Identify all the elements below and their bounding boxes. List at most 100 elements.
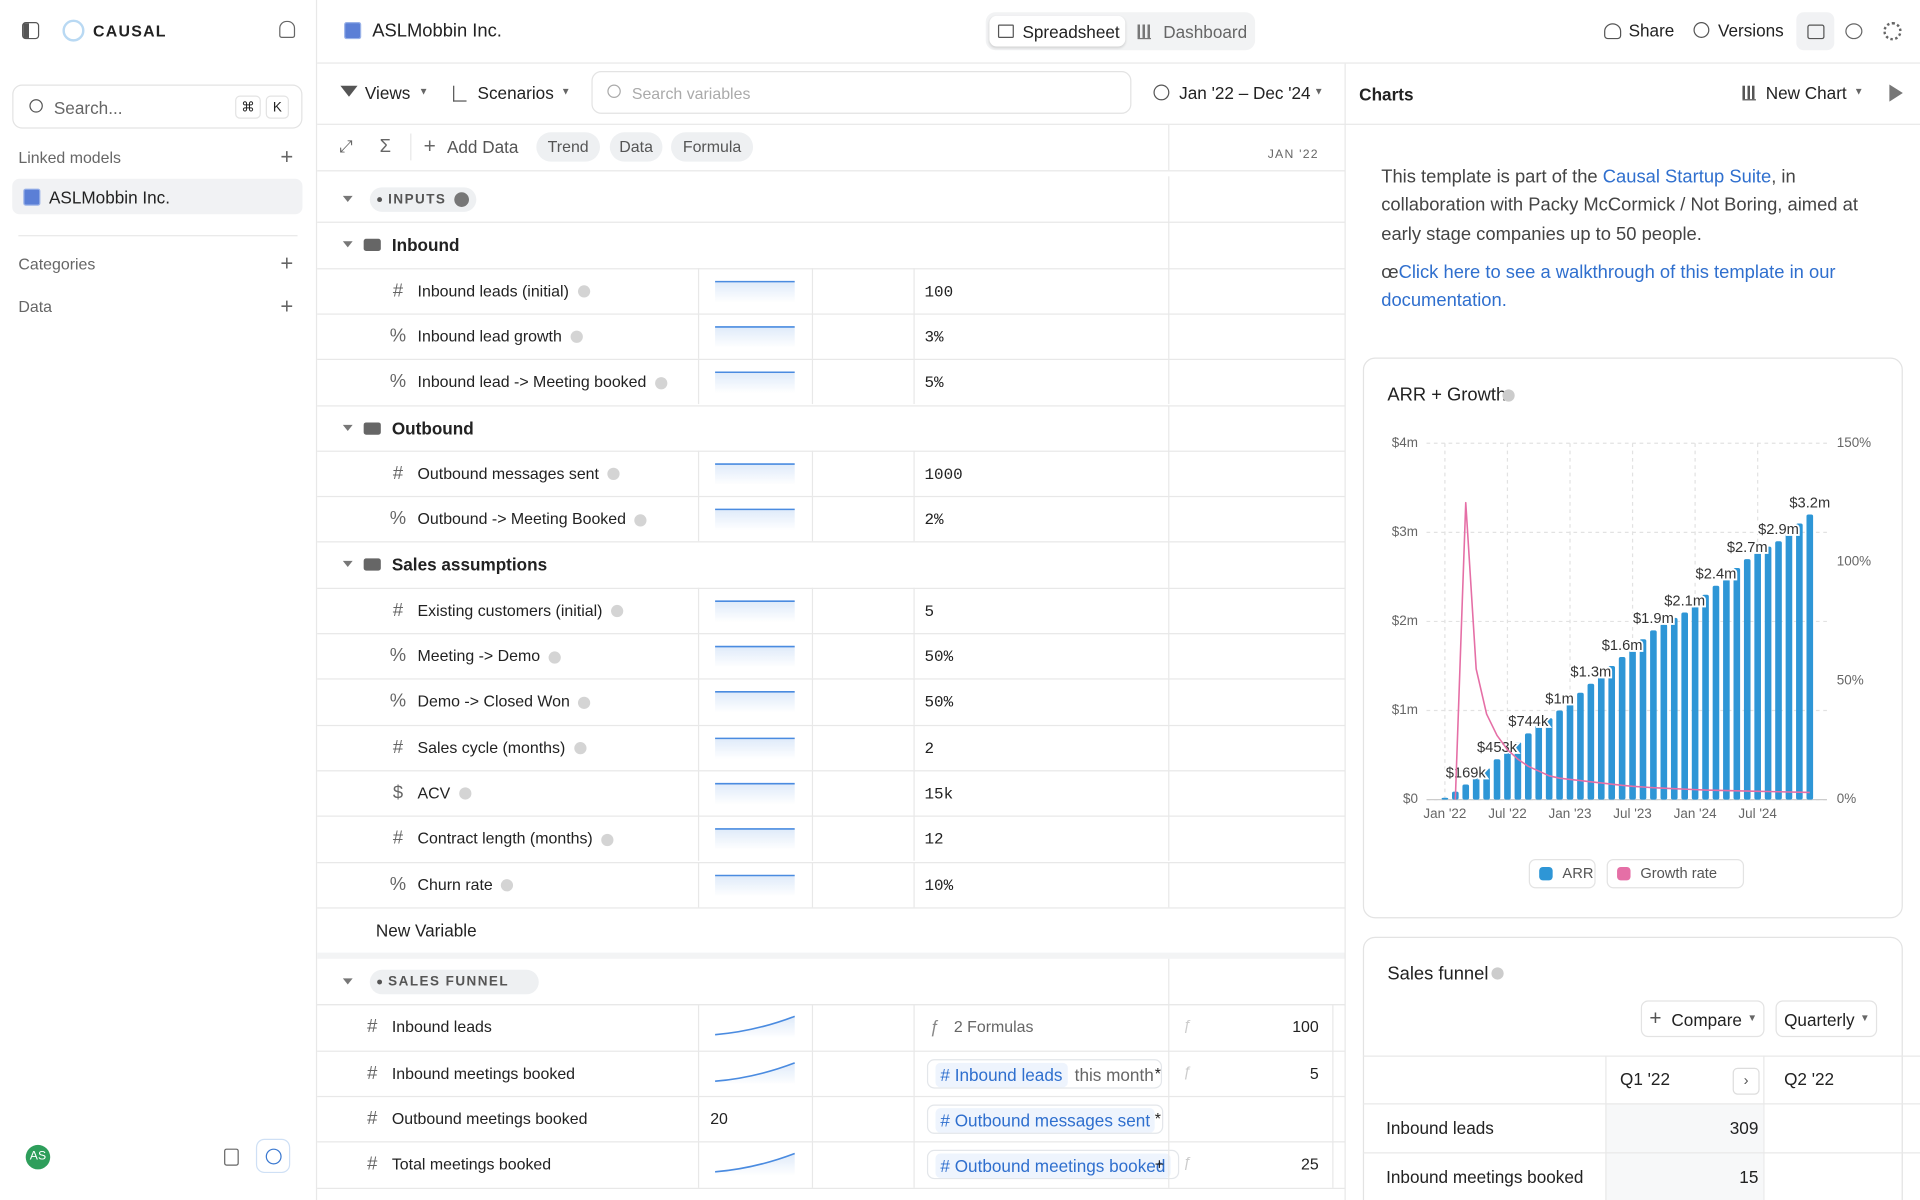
expand-icon[interactable]: ⤢ [339, 135, 353, 156]
folder-icon [363, 421, 381, 435]
variable-value: 3% [924, 328, 944, 347]
variable-name[interactable]: Outbound meetings booked [391, 1109, 588, 1128]
scenarios-button[interactable]: Scenarios [477, 83, 554, 103]
bar [1462, 784, 1470, 800]
variable-name[interactable]: Inbound leads (initial) [418, 282, 590, 298]
column-border [811, 861, 814, 908]
variable-name[interactable]: Churn rate [418, 876, 514, 892]
formula-chip[interactable]: # Outbound meetings booked [926, 1150, 1179, 1180]
collapse-toggle[interactable] [342, 561, 353, 568]
variable-value: 100 [924, 282, 954, 301]
docs-button[interactable] [224, 1148, 239, 1166]
add-button[interactable]: + [280, 293, 294, 319]
sum-icon[interactable]: Σ [379, 135, 391, 157]
x-tick-label: Jan '24 [1674, 806, 1717, 821]
compare-button[interactable]: + Compare ▼ [1640, 1000, 1765, 1038]
help-icon [573, 742, 587, 755]
mode-pill[interactable]: Formula [671, 132, 754, 162]
variable-name[interactable]: Existing customers (initial) [418, 602, 624, 618]
link[interactable]: Causal Startup Suite [1602, 166, 1772, 188]
sidebar-toggle[interactable] [22, 22, 40, 40]
new-chart-button[interactable]: New Chart [1765, 83, 1847, 103]
collapse-toggle[interactable] [342, 978, 353, 985]
mode-pill[interactable]: Trend [536, 132, 600, 162]
linked-model[interactable]: ASLMobbin Inc. [12, 178, 303, 215]
y-tick-label: $0 [1403, 791, 1418, 806]
ref-name: Outbound meetings booked [954, 1156, 1166, 1176]
variable-name[interactable]: Demo -> Closed Won [418, 693, 591, 709]
sparkline [715, 600, 795, 622]
collapse-toggle[interactable] [342, 424, 353, 431]
variable-name[interactable]: Contract length (months) [418, 830, 614, 846]
variable-name[interactable]: Inbound leads [391, 1018, 492, 1037]
mode-pill[interactable]: Data [609, 132, 663, 162]
row-name: Inbound meetings booked [1386, 1166, 1584, 1187]
bar [1556, 710, 1563, 800]
variable-value: 12 [924, 830, 944, 849]
column-border [913, 633, 915, 679]
bar [1472, 776, 1480, 800]
link[interactable]: Click here to see a walkthrough of this … [1381, 262, 1836, 312]
label: Meeting -> Demo [417, 646, 541, 665]
col-border [1763, 1055, 1765, 1200]
y2-tick-label: 150% [1837, 435, 1871, 450]
help-icon [501, 879, 514, 892]
notifications[interactable] [279, 20, 296, 38]
date-range[interactable]: Jan '22 – Dec '24 [1179, 83, 1311, 103]
column-border [697, 724, 700, 771]
row-border [317, 861, 1345, 863]
column-border [1168, 770, 1170, 816]
period-select[interactable]: Quarterly ▼ [1775, 1000, 1878, 1038]
bar [1597, 674, 1605, 800]
bar [1670, 617, 1678, 800]
versions-button[interactable]: Versions [1717, 20, 1784, 41]
tab[interactable]: Spreadsheet [1022, 22, 1120, 42]
add-button[interactable]: + [280, 251, 294, 276]
collapse-toggle[interactable] [342, 241, 353, 248]
variable-name[interactable]: Outbound -> Meeting Booked [418, 511, 647, 527]
data-label: $2.7m [1727, 540, 1768, 556]
column-border [1168, 404, 1170, 451]
variable-icon: # [392, 599, 404, 621]
variable-name[interactable]: Inbound meetings booked [391, 1063, 576, 1083]
variable-name[interactable]: Outbound messages sent [418, 465, 620, 481]
formula-operator: + [1154, 1155, 1164, 1174]
column-border [811, 1004, 814, 1051]
new-variable-button[interactable]: New Variable [375, 920, 477, 941]
variable-name[interactable]: Total meetings booked [391, 1155, 552, 1174]
avatar[interactable]: AS [25, 1144, 51, 1170]
column-border [697, 633, 700, 679]
share-button[interactable]: Share [1628, 20, 1675, 41]
views-button[interactable]: Views [364, 83, 411, 103]
next-button[interactable]: › [1732, 1067, 1760, 1095]
label: ACV [417, 783, 451, 802]
walkthrough: œClick here to see a walkthrough of this… [1381, 258, 1883, 315]
variable-name[interactable]: Sales cycle (months) [418, 739, 587, 755]
formula-chip[interactable]: # Inbound leads this month [926, 1058, 1163, 1089]
search-box[interactable]: Search... ⌘ K [12, 84, 303, 129]
chat-button[interactable] [255, 1138, 291, 1174]
variable-input: 20 [710, 1109, 728, 1128]
view-tabs: Spreadsheet Dashboard [985, 12, 1256, 51]
label: Demo -> Closed Won [417, 692, 570, 711]
column-border [1168, 221, 1170, 268]
add-button[interactable]: + [280, 144, 294, 169]
chat-icon[interactable] [1845, 23, 1863, 40]
add-data-button[interactable]: Add Data [446, 137, 519, 157]
column-border [811, 1095, 814, 1142]
comments-button[interactable] [1796, 12, 1835, 51]
tab[interactable]: Dashboard [1163, 22, 1248, 42]
variable-name[interactable]: Inbound lead -> Meeting booked [418, 374, 668, 390]
variable-icon: % [389, 508, 407, 530]
variable-name[interactable]: Meeting -> Demo [418, 648, 561, 664]
present-button[interactable] [1889, 84, 1903, 102]
settings-icon[interactable] [1883, 22, 1902, 41]
variable-name[interactable]: Inbound lead growth [418, 328, 583, 344]
column-border [811, 1050, 814, 1096]
collapse-toggle[interactable] [342, 195, 353, 203]
formula-chip[interactable]: # Outbound messages sent [926, 1104, 1164, 1134]
tab-active[interactable] [989, 15, 1126, 47]
label: Contract length (months) [417, 829, 593, 848]
variable-name[interactable]: ACV [418, 785, 472, 801]
variable-search[interactable]: Search variables [591, 71, 1132, 114]
